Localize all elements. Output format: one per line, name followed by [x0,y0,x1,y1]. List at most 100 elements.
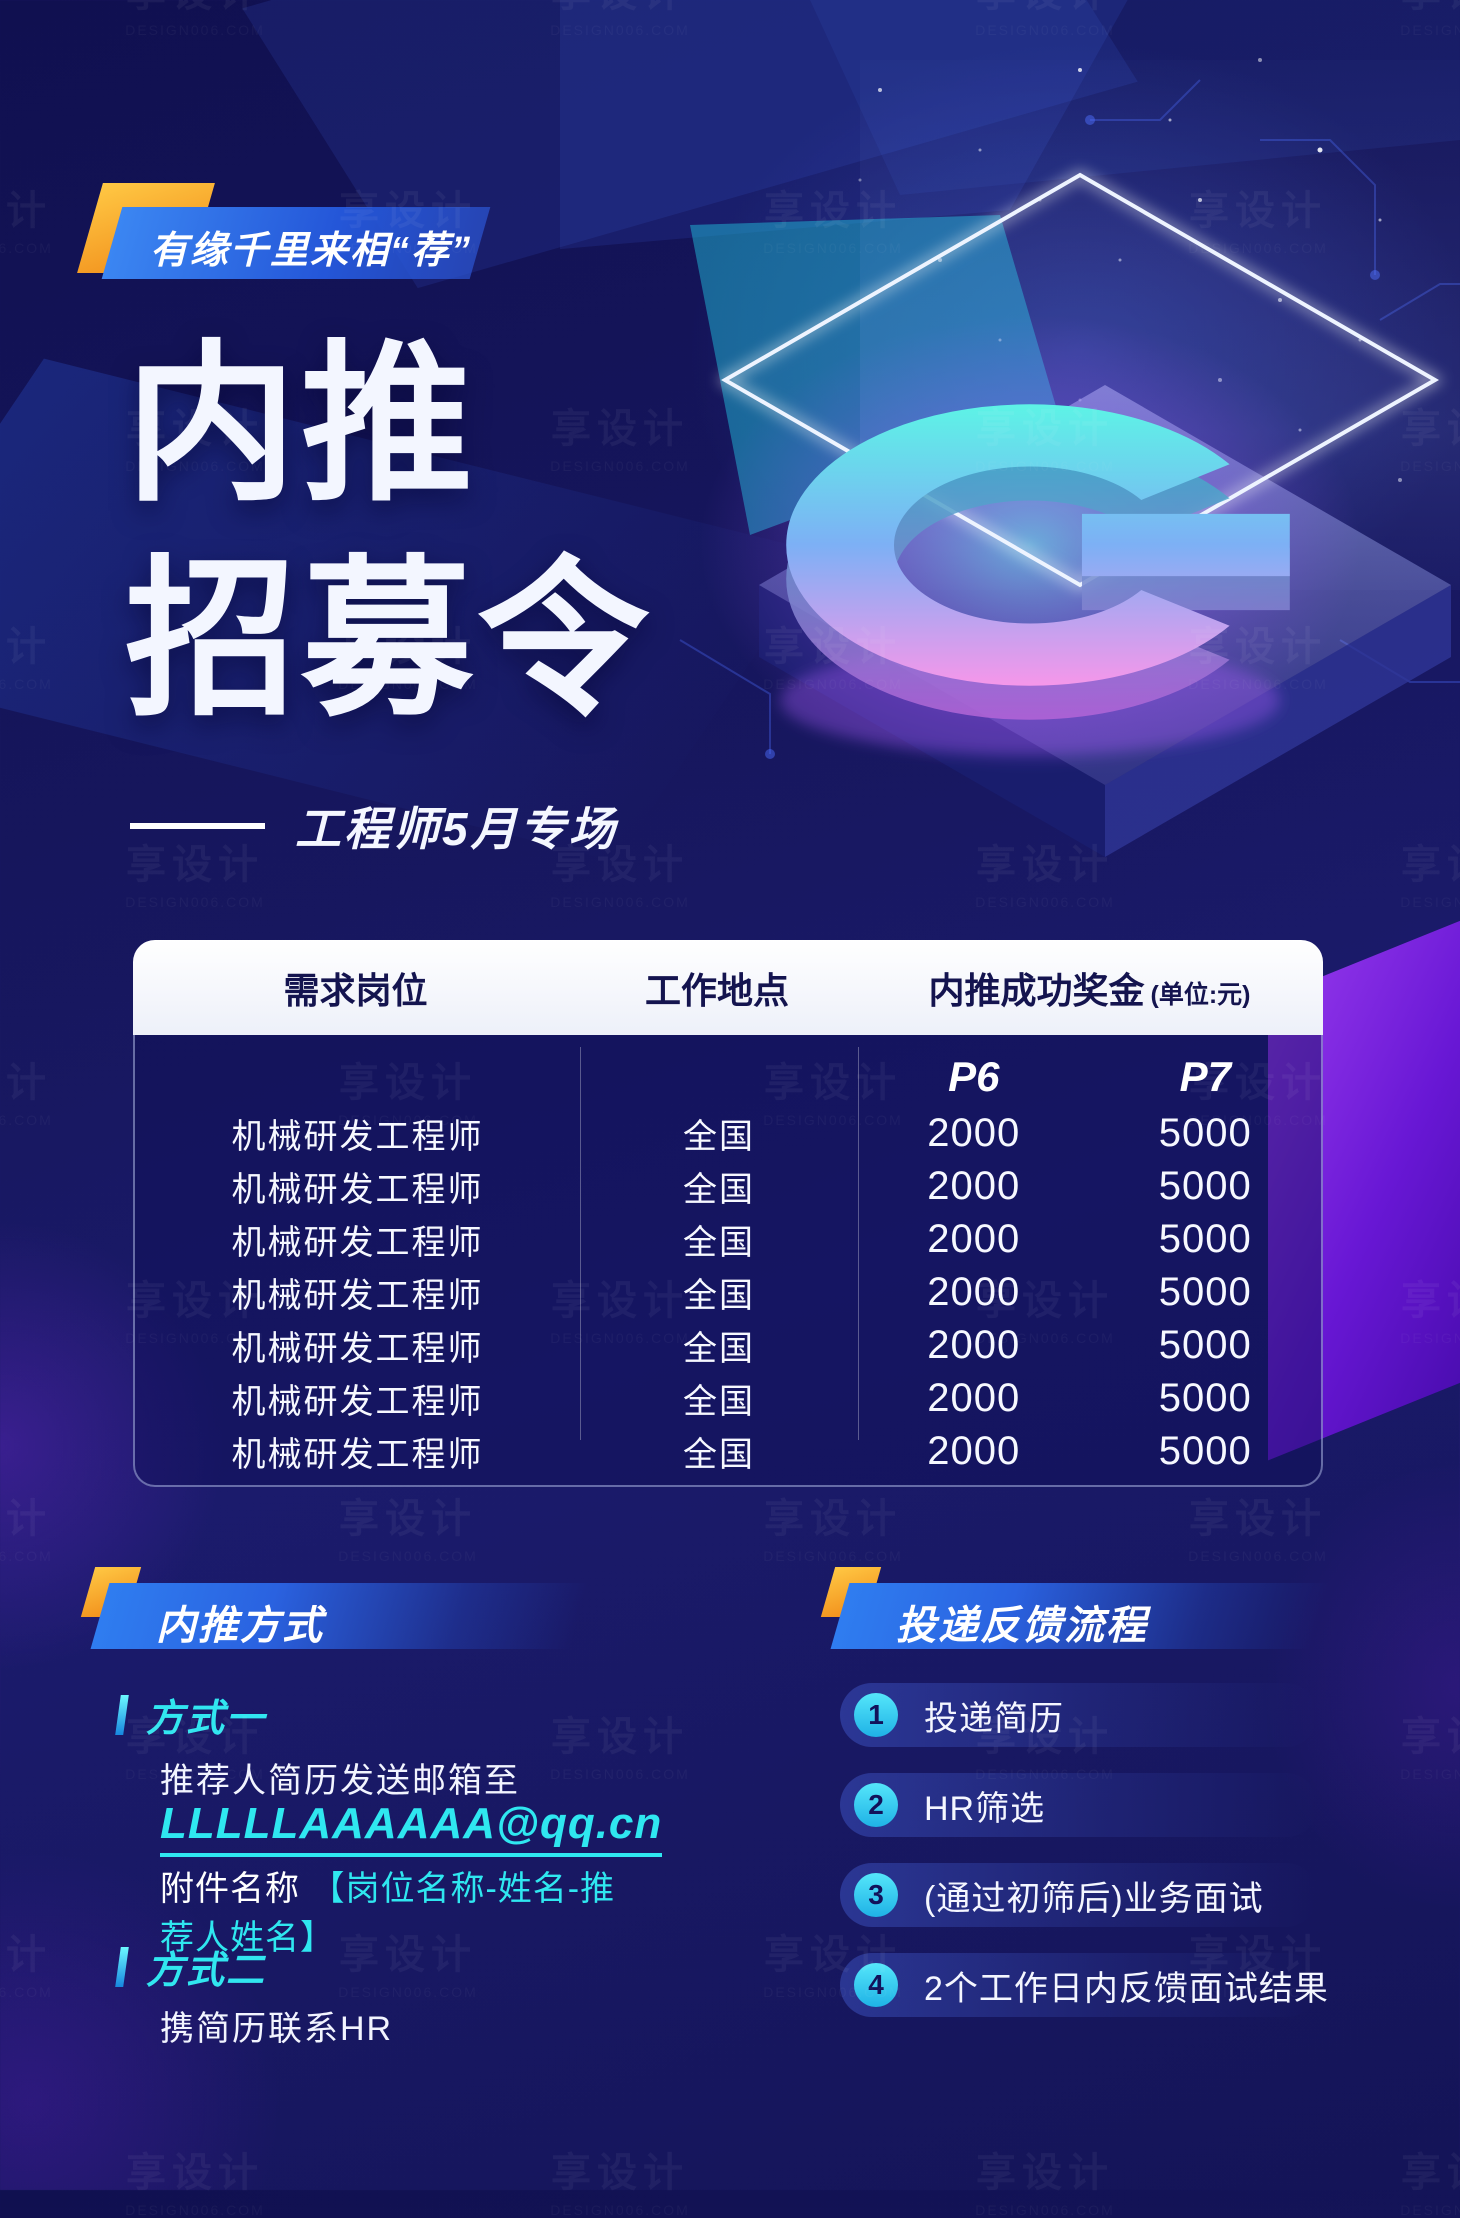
watermark: 享设计 DESIGN006.COM [0,614,83,692]
cell-location: 全国 [683,1224,755,1262]
table-row: 机械研发工程师 全国 2000 5000 [135,1107,1321,1160]
cell-p7-bonus: 5000 [1158,1323,1252,1367]
watermark: 享设计 DESIGN006.COM [95,0,295,38]
cell-position: 机械研发工程师 [231,1118,484,1156]
watermark-cn: 享设计 [126,2151,264,2195]
watermark-en: DESIGN006.COM [1370,1766,1460,1782]
chip-illustration [560,0,1460,857]
watermark-cn: 享设计 [0,1061,52,1105]
cell-location: 全国 [683,1436,755,1474]
watermark: 享设计 DESIGN006.COM [0,178,83,256]
cell-location: 全国 [683,1118,755,1156]
watermark-en: DESIGN006.COM [0,1112,83,1128]
watermark-en: DESIGN006.COM [0,240,83,256]
process-step: 4 2个工作日内反馈面试结果 [840,1953,1328,2017]
watermark-cn: 享设计 [0,625,52,669]
watermark-cn: 享设计 [764,1497,902,1541]
process-step: 3 (通过初筛后)业务面试 [840,1863,1318,1927]
watermark-en: DESIGN006.COM [520,2202,720,2218]
table-row: 机械研发工程师 全国 2000 5000 [135,1425,1321,1478]
watermark-cn: 享设计 [1189,1497,1327,1541]
referral-email-link[interactable]: LLLLLAAAAAA@qq.cn [160,1799,663,1857]
watermark-en: DESIGN006.COM [1158,1548,1358,1564]
cell-p6-bonus: 2000 [927,1111,1021,1155]
watermark-cn: 享设计 [0,189,52,233]
watermark: 享设计 DESIGN006.COM [1370,2140,1460,2218]
watermark-cn: 享设计 [1401,2151,1460,2195]
column-divider [858,1047,859,1440]
watermark-cn: 享设计 [976,2151,1114,2195]
step-text: (通过初筛后)业务面试 [924,1879,1264,1918]
watermark-en: DESIGN006.COM [95,2202,295,2218]
watermark-cn: 享设计 [551,2151,689,2195]
watermark: 享设计 DESIGN006.COM [308,1486,508,1564]
table-row: 机械研发工程师 全国 2000 5000 [135,1266,1321,1319]
method-2-label: 方式二 [115,1939,266,1994]
step-text: 2个工作日内反馈面试结果 [924,1969,1329,2008]
step-number-badge: 2 [854,1783,898,1827]
title-line-2: 招募令 [125,544,653,736]
watermark-cn: 享设计 [1401,1715,1460,1759]
step-number-badge: 3 [854,1873,898,1917]
referral-heading: 内推方式 [156,1604,324,1648]
referral-section: 内推方式 方式一 推荐人简历发送邮箱至 LLLLLAAAAAA@qq.cn 附件… [80,1567,663,2063]
cell-position: 机械研发工程师 [231,1436,484,1474]
top-badge: 有缘千里来相“荐” [77,183,510,283]
watermark-en: DESIGN006.COM [733,1548,933,1564]
cell-p6-bonus: 2000 [927,1323,1021,1367]
step-number-badge: 1 [854,1693,898,1737]
table-row: 机械研发工程师 全国 2000 5000 [135,1160,1321,1213]
header-bonus: 内推成功奖金 (单位:元) [928,969,1251,1011]
watermark-en: DESIGN006.COM [0,1984,83,2000]
watermark-cn: 享设计 [0,1497,52,1541]
cell-p7-bonus: 5000 [1158,1164,1252,1208]
cell-p7-bonus: 5000 [1158,1429,1252,1473]
method-marker-bar [115,1946,129,1987]
watermark: 享设计 DESIGN006.COM [95,2140,295,2218]
cell-position: 机械研发工程师 [231,1224,484,1262]
watermark: 享设计 DESIGN006.COM [0,1486,83,1564]
process-steps: 1 投递简历 2 HR筛选 3 (通过初筛后)业务面试 4 2个工作日内反馈面试结果 [840,1683,1328,2017]
title-line-1: 内推 [125,329,477,521]
attachment-format: 【岗位名称-姓名-推荐人姓名】 [160,1870,616,1957]
step-number-badge: 4 [854,1963,898,2007]
cell-location: 全国 [683,1330,755,1368]
cell-p6-bonus: 2000 [927,1376,1021,1420]
table-row: 机械研发工程师 全国 2000 5000 [135,1372,1321,1425]
watermark: 享设计 DESIGN006.COM [945,2140,1145,2218]
subtitle: 工程师5月专场 [130,793,618,859]
process-section-header: 投递反馈流程 [820,1567,1330,1649]
watermark-en: DESIGN006.COM [95,22,295,38]
level-p7: P7 [1179,1053,1231,1100]
level-p6: P6 [948,1053,1000,1100]
jobs-table: 需求岗位 工作地点 内推成功奖金 (单位:元) P6 P7 机械研发工程师 全国 20… [133,940,1323,1487]
watermark-en: DESIGN006.COM [0,676,83,692]
cell-position: 机械研发工程师 [231,1277,484,1315]
watermark: 享设计 DESIGN006.COM [520,2140,720,2218]
watermark-cn: 享设计 [339,1497,477,1541]
watermark: 享设计 DESIGN006.COM [1370,1704,1460,1782]
cell-location: 全国 [683,1171,755,1209]
process-section: 投递反馈流程 1 投递简历 2 HR筛选 3 (通过初筛后)业务面试 4 2个工作日内反馈面试… [820,1567,1360,2063]
cell-p6-bonus: 2000 [927,1270,1021,1314]
watermark: 享设计 DESIGN006.COM [0,1922,83,2000]
watermark-en: DESIGN006.COM [1370,2202,1460,2218]
watermark-cn: 享设计 [0,1933,52,1977]
header-location: 工作地点 [644,969,789,1011]
method-2-text: 携简历联系HR [160,2010,394,2048]
watermark: 享设计 DESIGN006.COM [0,1050,83,1128]
watermark-en: DESIGN006.COM [308,1548,508,1564]
watermark-en: DESIGN006.COM [95,894,295,910]
cell-p7-bonus: 5000 [1158,1376,1252,1420]
watermark-en: DESIGN006.COM [945,2202,1145,2218]
referral-section-header: 内推方式 [80,1567,590,1649]
watermark: 享设计 DESIGN006.COM [1158,1486,1358,1564]
header-position: 需求岗位 [283,969,428,1011]
bonus-unit: (单位:元) [1150,980,1251,1009]
attachment-prefix: 附件名称 [160,1870,300,1908]
attachment-naming: 附件名称 【岗位名称-姓名-推荐人姓名】 [160,1861,620,1959]
cell-position: 机械研发工程师 [231,1383,484,1421]
table-body: P6 P7 机械研发工程师 全国 2000 5000 机械研发工程师 全国 2000 5000… [133,1035,1323,1487]
cell-p6-bonus: 2000 [927,1217,1021,1261]
